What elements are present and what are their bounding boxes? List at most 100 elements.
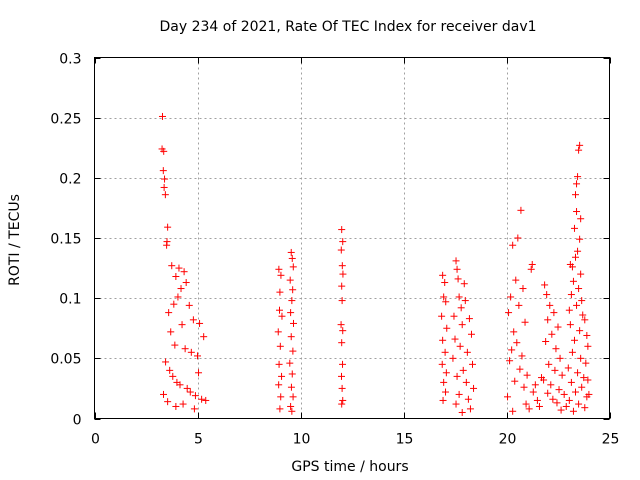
data-point (572, 388, 580, 396)
data-point (510, 328, 518, 336)
data-point (167, 328, 175, 336)
data-point (339, 238, 347, 246)
data-point (287, 309, 295, 317)
data-point (467, 330, 475, 338)
data-point (578, 383, 586, 391)
data-point (443, 324, 451, 332)
data-point (558, 371, 566, 379)
data-point (174, 293, 182, 301)
data-point (196, 319, 204, 327)
data-point (289, 393, 297, 401)
data-point (186, 388, 194, 396)
data-point (566, 321, 574, 329)
data-point (572, 253, 580, 261)
data-point (527, 265, 535, 273)
data-point (440, 378, 448, 386)
data-point (458, 321, 466, 329)
data-point (522, 400, 530, 408)
data-point (449, 354, 457, 362)
data-point (339, 396, 347, 404)
data-point (459, 366, 467, 374)
data-point (528, 260, 536, 268)
data-point (525, 405, 533, 413)
data-point (565, 396, 573, 404)
data-point (574, 369, 582, 377)
data-point (451, 335, 459, 343)
chart-title: Day 234 of 2021, Rate Of TEC Index for r… (159, 19, 536, 35)
data-point (338, 339, 346, 347)
data-point (177, 285, 185, 293)
data-point (577, 215, 585, 223)
data-point (583, 331, 591, 339)
data-point (555, 386, 563, 394)
y-tick-label: 0 (73, 413, 82, 429)
grid-lines (94, 57, 610, 419)
data-point (464, 395, 472, 403)
data-point (535, 402, 543, 410)
data-point (584, 342, 592, 350)
data-point (575, 285, 583, 293)
data-point (513, 339, 521, 347)
data-point (506, 357, 514, 365)
data-point (460, 280, 468, 288)
data-point (160, 147, 168, 155)
data-point (276, 342, 284, 350)
data-point (540, 376, 548, 384)
data-point (275, 360, 283, 368)
data-point (163, 241, 171, 249)
data-point (277, 393, 285, 401)
data-point (556, 354, 564, 362)
data-point (543, 291, 551, 299)
x-tick-label: 25 (602, 432, 620, 448)
data-point (337, 321, 345, 329)
data-point (516, 365, 524, 373)
data-point (576, 235, 584, 243)
data-point (514, 234, 522, 242)
data-point (450, 312, 458, 320)
data-point (194, 352, 201, 360)
x-tick-label: 5 (194, 432, 203, 448)
data-point (159, 167, 167, 175)
data-point (550, 309, 558, 317)
data-point (337, 246, 345, 254)
data-point (581, 316, 589, 324)
data-point (457, 304, 465, 312)
data-point (182, 279, 190, 287)
data-point (581, 404, 589, 412)
data-point (456, 342, 464, 350)
data-point (438, 312, 446, 320)
data-point (442, 388, 450, 396)
data-point (515, 301, 523, 309)
data-point (191, 392, 199, 400)
data-point (511, 377, 519, 385)
data-point (453, 372, 461, 380)
data-point (172, 402, 180, 410)
data-points (158, 112, 593, 416)
data-point (584, 376, 592, 384)
data-point (180, 268, 188, 276)
data-point (160, 390, 168, 398)
data-point (339, 270, 347, 278)
data-point (441, 279, 449, 287)
data-point (287, 402, 295, 410)
data-point (509, 241, 517, 249)
data-point (287, 333, 295, 341)
data-point (158, 112, 166, 120)
data-point (161, 191, 169, 199)
data-point (277, 271, 285, 279)
data-point (187, 348, 195, 356)
data-point (470, 384, 478, 392)
data-point (465, 315, 473, 323)
data-point (454, 275, 462, 283)
data-point (338, 297, 346, 305)
data-point (574, 247, 582, 255)
data-point (569, 277, 577, 285)
y-tick-label: 0.05 (50, 352, 81, 368)
data-point (169, 372, 177, 380)
data-point (179, 400, 187, 408)
data-point (574, 173, 582, 181)
data-point (509, 407, 517, 415)
data-point (462, 378, 470, 386)
data-point (547, 381, 555, 389)
data-point (531, 381, 539, 389)
